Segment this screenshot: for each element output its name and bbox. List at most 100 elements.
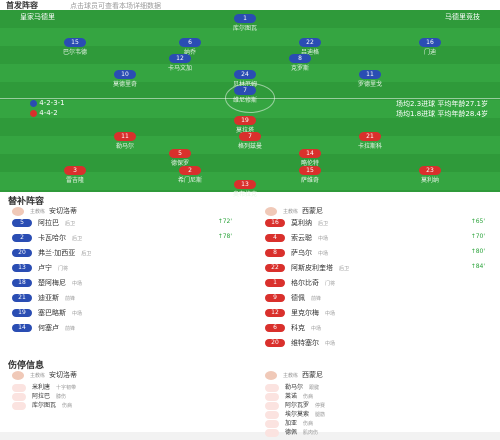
sub-row[interactable]: 8 萨乌尔 中场 ↑80' — [265, 248, 485, 259]
sub-row[interactable]: 14 何塞卢 前锋 — [12, 323, 232, 334]
sub-pos: 中场 — [318, 251, 329, 257]
injury-name: 勒马尔 — [285, 384, 304, 391]
sub-row[interactable]: 19 塞巴略斯 中场 — [12, 308, 232, 319]
sub-number: 12 — [265, 309, 285, 317]
player-name: 门迪 — [423, 49, 437, 56]
sub-row[interactable]: 20 维特塞尔 中场 — [265, 338, 485, 349]
player-number: 22 — [299, 38, 321, 47]
sub-row[interactable]: 16 莫利纳 后卫 ↑65' — [265, 218, 485, 229]
player-number: 5 — [169, 149, 191, 158]
subtitle: 点击球员可查看本场详细数据 — [70, 2, 161, 10]
sub-name: 何塞卢 — [38, 324, 59, 332]
coach-name: 安切洛蒂 — [49, 207, 78, 215]
player-name: 奥布拉克 — [232, 191, 258, 198]
sub-row[interactable]: 20 弗兰·加西亚 后卫 — [12, 248, 232, 259]
sub-name: 阿斯皮利奎塔 — [291, 264, 333, 272]
injury-reason: 停赛 — [315, 403, 326, 409]
sub-row[interactable]: 4 索云聪 中场 ↑70' — [265, 233, 485, 244]
footer-bar — [0, 432, 500, 440]
player-number: 15 — [299, 166, 321, 175]
away-info: 场均1.8进球 平均年龄28.4岁 — [396, 110, 488, 118]
injury-row: 阿尔瓦罗 停赛 — [265, 400, 485, 410]
injury-icon — [265, 419, 279, 428]
sub-event: ↑65' — [470, 218, 485, 225]
player-name: 格列兹曼 — [237, 143, 263, 150]
coach-icon — [265, 370, 277, 380]
injury-reason: 肌肉伤 — [303, 430, 319, 436]
sub-name: 弗兰·加西亚 — [38, 249, 76, 257]
injury-icon — [265, 383, 279, 392]
sub-number: 2 — [12, 234, 32, 242]
sub-event: ↑80' — [470, 248, 485, 255]
sub-number: 14 — [12, 324, 32, 332]
sub-pos: 门将 — [325, 281, 336, 287]
player-name: 纳乔 — [183, 49, 197, 56]
sub-row[interactable]: 22 阿斯皮利奎塔 后卫 ↑84' — [265, 263, 485, 274]
player-name: 萨维奇 — [300, 177, 320, 184]
player-number: 6 — [179, 38, 201, 47]
injury-icon — [265, 392, 279, 401]
sub-row[interactable]: 6 科克 中场 — [265, 323, 485, 334]
sub-event: ↑78' — [217, 233, 232, 240]
injury-reason: 膝伤 — [56, 394, 67, 400]
player-name: 雷吉隆 — [65, 177, 85, 184]
player-name: 勒马尔 — [115, 143, 135, 150]
sub-row[interactable]: 13 卢宁 门将 — [12, 263, 232, 274]
coach-role: 主教练 — [283, 373, 299, 379]
player-number: 15 — [64, 38, 86, 47]
sub-row[interactable]: 5 阿拉巴 后卫 ↑72' — [12, 218, 232, 229]
header: 首发阵容 点击球员可查看本场详细数据 — [0, 0, 500, 10]
coach-icon — [12, 370, 24, 380]
formation: 4-4-2 — [39, 109, 58, 117]
coach-name: 安切洛蒂 — [49, 371, 78, 379]
subs-title: 替补阵容 — [8, 197, 45, 207]
coach-name: 西蒙尼 — [302, 207, 324, 215]
sub-name: 科克 — [291, 324, 305, 332]
coach-row: 主教练 西蒙尼 — [265, 370, 323, 381]
player-number: 16 — [419, 38, 441, 47]
sub-name: 塞巴略斯 — [38, 309, 66, 317]
player-name: 德保罗 — [170, 160, 190, 167]
coach-icon — [12, 206, 24, 216]
player-name: 维尼修斯 — [232, 97, 258, 104]
player-name: 希门尼斯 — [177, 177, 203, 184]
injury-reason: 伤病 — [62, 403, 73, 409]
sub-number: 22 — [265, 264, 285, 272]
sub-row[interactable]: 21 迪亚斯 前锋 — [12, 293, 232, 304]
injury-row: 库尔图瓦 伤病 — [12, 400, 232, 410]
sub-pos: 中场 — [318, 236, 329, 242]
sub-pos: 后卫 — [72, 236, 83, 242]
injuries-title: 伤停信息 — [8, 361, 45, 371]
player-name: 库尔图瓦 — [232, 25, 258, 32]
injury-icon — [265, 401, 279, 410]
injury-row: 莱诺 伤病 — [265, 391, 485, 401]
player-number: 14 — [299, 149, 321, 158]
sub-row[interactable]: 12 里克尔梅 中场 — [265, 308, 485, 319]
sub-name: 萨乌尔 — [291, 249, 312, 257]
injury-name: 阿尔瓦罗 — [285, 402, 310, 409]
coach-role: 主教练 — [30, 373, 46, 379]
sub-name: 维特塞尔 — [291, 339, 319, 347]
player-number: 10 — [114, 70, 136, 79]
player-name: 卡马文加 — [167, 65, 193, 72]
player-number: 13 — [234, 180, 256, 189]
sub-name: 索云聪 — [291, 234, 312, 242]
sub-row[interactable]: 9 德佩 前锋 — [265, 293, 485, 304]
title: 首发阵容 — [6, 1, 38, 10]
injury-icon — [12, 383, 26, 392]
sub-row[interactable]: 2 卡瓦哈尔 后卫 ↑78' — [12, 233, 232, 244]
sub-pos: 后卫 — [339, 266, 350, 272]
sub-row[interactable]: 18 楚阿梅尼 中场 — [12, 278, 232, 289]
pitch: 皇家马德里 马德里竞技 4-2-3-1 4-4-2 场均2.3进球 平均年龄27… — [0, 10, 500, 198]
sub-pos: 门将 — [58, 266, 69, 272]
sub-number: 5 — [12, 219, 32, 227]
sub-name: 阿拉巴 — [38, 219, 59, 227]
player-name: 贝林厄姆 — [232, 81, 258, 88]
injury-icon — [265, 428, 279, 437]
player-number: 24 — [234, 70, 256, 79]
sub-row[interactable]: 1 格尔比奇 门将 — [265, 278, 485, 289]
sub-name: 卡瓦哈尔 — [38, 234, 66, 242]
injury-name: 埃尔莫索 — [285, 411, 310, 418]
coach-row: 主教练 安切洛蒂 — [12, 370, 77, 381]
